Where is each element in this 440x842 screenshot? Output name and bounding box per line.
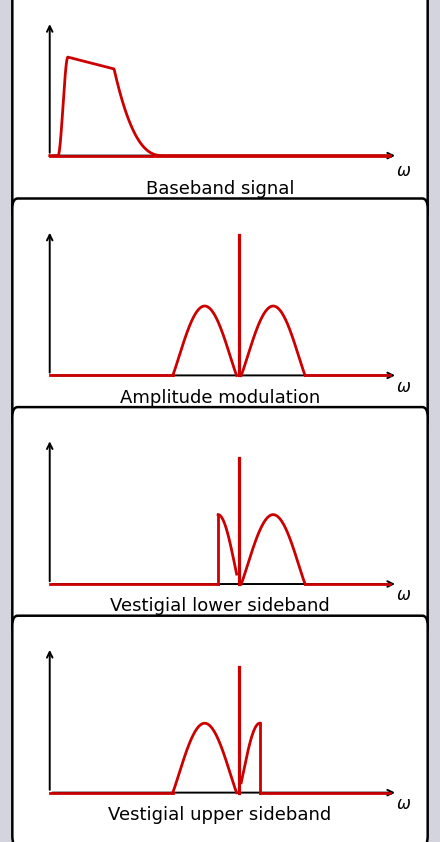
Text: Vestigial lower sideband: Vestigial lower sideband [110,598,330,616]
Text: ω: ω [396,378,411,396]
Text: ω: ω [396,586,411,605]
Text: Vestigial upper sideband: Vestigial upper sideband [108,806,332,824]
FancyBboxPatch shape [12,407,428,637]
Text: ω: ω [396,795,411,813]
Text: Baseband signal: Baseband signal [146,180,294,198]
FancyBboxPatch shape [12,616,428,842]
FancyBboxPatch shape [12,199,428,429]
Text: ω: ω [396,163,411,180]
Text: Amplitude modulation: Amplitude modulation [120,389,320,407]
FancyBboxPatch shape [12,0,428,221]
